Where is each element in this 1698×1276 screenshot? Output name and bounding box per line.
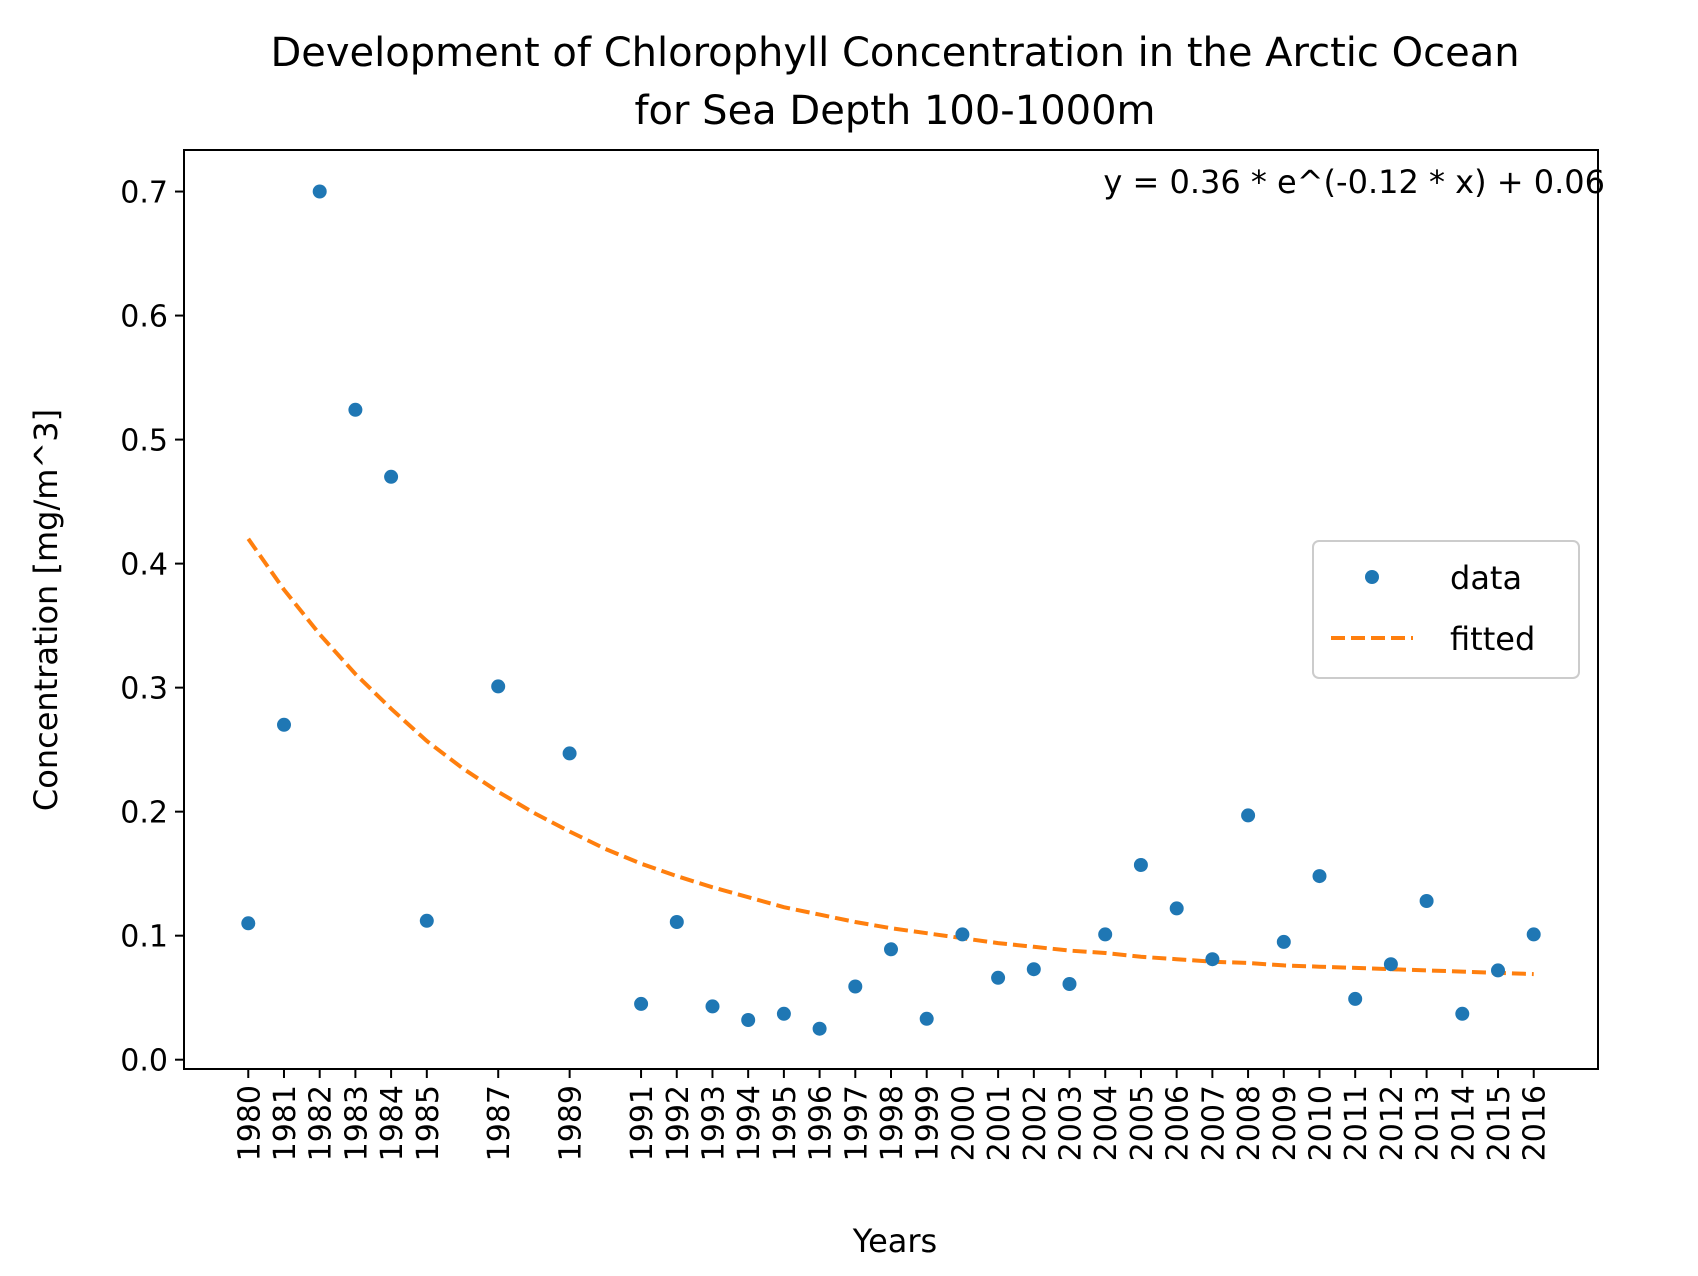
x-axis-ticks: 1980 1981 1982 1983 1984 1985 1987 1989 1991 1992… [232, 1069, 1553, 1161]
x-tick-label: 1999 [911, 1085, 946, 1161]
x-tick-label: 2005 [1125, 1085, 1160, 1161]
x-tick-label: 1983 [339, 1085, 374, 1161]
x-tick-label: 1996 [804, 1085, 839, 1161]
x-tick-label: 1981 [268, 1085, 303, 1161]
y-tick-label: 0.6 [120, 300, 168, 335]
data-point [1241, 808, 1256, 823]
data-point [562, 746, 577, 761]
data-point [991, 970, 1006, 985]
data-point [884, 942, 898, 957]
legend-label-fitted: fitted [1450, 620, 1535, 658]
fit-equation-annotation: y = 0.36 * e^(-0.12 * x) + 0.06 [1103, 163, 1605, 201]
chart-title-line-2: for Sea Depth 100-1000m [634, 88, 1155, 134]
x-tick-label: 2015 [1482, 1085, 1517, 1161]
plot-frame [183, 149, 1599, 1070]
x-tick-label: 2001 [982, 1085, 1017, 1161]
data-point [384, 469, 399, 484]
data-point [955, 927, 970, 942]
data-point [1205, 952, 1220, 967]
x-tick-label: 2009 [1268, 1085, 1303, 1161]
y-tick-label: 0.7 [120, 176, 168, 211]
x-tick-label: 1982 [304, 1085, 339, 1161]
data-point [1526, 927, 1541, 942]
x-tick-label: 1992 [661, 1085, 696, 1161]
data-point [1455, 1006, 1470, 1021]
y-tick-label: 0.2 [120, 796, 168, 831]
data-point [1062, 977, 1077, 991]
x-tick-label: 2006 [1161, 1085, 1196, 1161]
x-tick-label: 2004 [1089, 1085, 1124, 1161]
legend-marker-data [1365, 570, 1379, 584]
data-point [634, 996, 649, 1011]
data-point [1383, 957, 1398, 972]
x-tick-label: 1991 [625, 1085, 660, 1161]
x-tick-label: 1998 [875, 1085, 910, 1161]
x-tick-label: 1994 [732, 1085, 767, 1161]
y-tick-label: 0.1 [120, 920, 168, 955]
x-tick-label: 2016 [1518, 1085, 1553, 1161]
data-point [669, 915, 684, 929]
data-point [1491, 963, 1505, 978]
y-tick-label: 0.5 [120, 424, 168, 459]
data-point [491, 679, 506, 694]
data-point [919, 1011, 934, 1026]
x-tick-label: 1993 [696, 1085, 731, 1161]
data-point [1312, 869, 1327, 884]
data-series [241, 184, 1541, 1036]
x-tick-label: 1989 [554, 1085, 589, 1161]
x-tick-label: 2007 [1196, 1085, 1231, 1161]
data-point [419, 913, 434, 928]
x-axis-label: Years [852, 1222, 937, 1260]
x-tick-label: 1984 [375, 1085, 410, 1161]
legend-box [1312, 540, 1580, 679]
data-point [1098, 927, 1113, 942]
data-point [705, 999, 720, 1014]
data-point [348, 402, 363, 417]
y-axis-ticks: 0.0 0.1 0.2 0.3 0.4 0.5 0.6 0.7 [120, 176, 184, 1079]
data-point [776, 1006, 791, 1021]
data-point [1419, 894, 1434, 908]
data-point [1026, 962, 1041, 977]
data-point [312, 184, 327, 199]
x-tick-label: 2014 [1446, 1085, 1481, 1161]
fitted-series [246, 537, 1534, 977]
data-point [241, 916, 256, 931]
legend-label-data: data [1450, 559, 1522, 597]
y-tick-label: 0.3 [120, 672, 168, 707]
x-tick-label: 2002 [1018, 1085, 1053, 1161]
data-point [848, 979, 863, 994]
x-tick-label: 2003 [1054, 1085, 1089, 1161]
chart-title-line-1: Development of Chlorophyll Concentration… [270, 30, 1519, 76]
data-point [1348, 991, 1363, 1006]
data-point [1169, 901, 1184, 916]
x-tick-label: 2000 [946, 1085, 981, 1161]
x-tick-label: 2012 [1375, 1085, 1410, 1161]
data-point [1133, 858, 1148, 872]
x-tick-label: 1987 [482, 1085, 517, 1161]
data-point [1276, 934, 1291, 949]
x-tick-label: 2008 [1232, 1085, 1267, 1161]
x-tick-label: 2010 [1303, 1085, 1338, 1161]
y-tick-label: 0.4 [120, 548, 168, 583]
x-tick-label: 2011 [1339, 1085, 1374, 1161]
x-tick-label: 1980 [232, 1085, 267, 1161]
x-tick-label: 1985 [411, 1085, 446, 1161]
x-tick-label: 2013 [1411, 1085, 1446, 1161]
legend: data fitted [1312, 540, 1580, 679]
data-point [812, 1021, 827, 1036]
fitted-line [246, 537, 1534, 977]
y-axis-label: Concentration [mg/m^3] [27, 409, 65, 811]
y-tick-label: 0.0 [120, 1044, 168, 1079]
data-point [277, 717, 291, 732]
x-tick-label: 1995 [768, 1085, 803, 1161]
data-point [741, 1013, 756, 1027]
x-tick-label: 1997 [839, 1085, 874, 1161]
